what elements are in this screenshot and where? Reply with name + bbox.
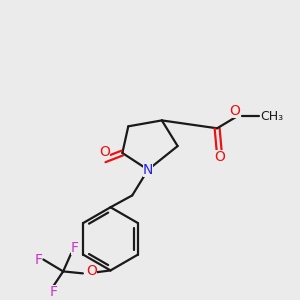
Text: O: O [99, 145, 110, 159]
Text: F: F [49, 285, 57, 299]
Text: F: F [34, 253, 43, 267]
Text: O: O [86, 264, 97, 278]
Text: N: N [143, 163, 153, 177]
Text: O: O [214, 150, 226, 164]
Text: CH₃: CH₃ [260, 110, 283, 123]
Text: F: F [71, 241, 79, 255]
Text: O: O [230, 103, 240, 118]
